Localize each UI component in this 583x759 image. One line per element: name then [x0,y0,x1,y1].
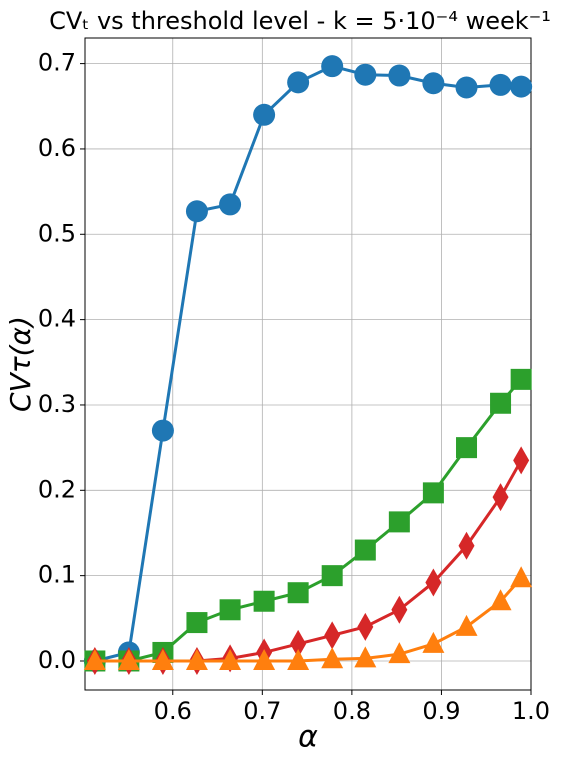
y-tick-label: 0.4 [38,305,76,333]
marker [219,193,242,216]
marker [455,614,478,636]
marker [455,76,478,99]
marker [151,419,174,442]
y-tick-label: 0.7 [38,49,76,77]
marker [354,539,376,561]
marker [185,200,208,223]
x-tick-label: 0.9 [422,697,460,725]
marker [354,63,377,86]
marker [185,648,208,670]
marker [422,482,444,504]
marker [287,648,310,670]
marker [391,595,408,624]
marker [287,582,309,604]
marker [510,566,533,588]
y-axis-label: CVτ(α) [4,316,37,412]
marker [388,64,411,87]
marker [492,483,509,512]
marker [458,531,475,560]
marker [287,71,310,94]
marker [388,642,411,664]
y-tick-label: 0.0 [38,646,76,674]
marker [186,612,208,634]
y-tick-label: 0.2 [38,475,76,503]
y-tick-label: 0.6 [38,134,76,162]
chart-title: CVₜ vs threshold level - k = 5·10⁻⁴ week… [49,7,551,35]
marker [422,631,445,653]
series-line [94,64,522,663]
marker [290,629,307,658]
x-axis-label: α [298,720,318,755]
marker [489,589,512,611]
marker [422,72,445,95]
marker [151,648,174,670]
marker [388,511,410,533]
marker [510,75,533,98]
marker [321,55,344,78]
marker [354,646,377,668]
marker [489,73,512,96]
plot-frame [84,37,532,691]
marker [253,103,276,126]
x-tick-label: 1.0 [512,697,550,725]
marker [490,392,512,414]
marker [425,568,442,597]
marker [321,565,343,587]
marker [219,648,242,670]
x-tick-label: 0.7 [243,697,281,725]
x-tick-label: 0.8 [333,697,371,725]
marker [357,612,374,641]
marker [513,446,530,475]
marker [321,647,344,669]
marker [117,648,140,670]
marker [324,621,341,650]
y-tick-label: 0.5 [38,219,76,247]
marker [456,437,478,459]
y-tick-label: 0.3 [38,390,76,418]
y-tick-label: 0.1 [38,561,76,589]
marker [253,590,275,612]
marker [219,599,241,621]
x-tick-label: 0.6 [154,697,192,725]
marker [83,648,106,670]
marker [510,368,532,390]
marker [253,648,276,670]
